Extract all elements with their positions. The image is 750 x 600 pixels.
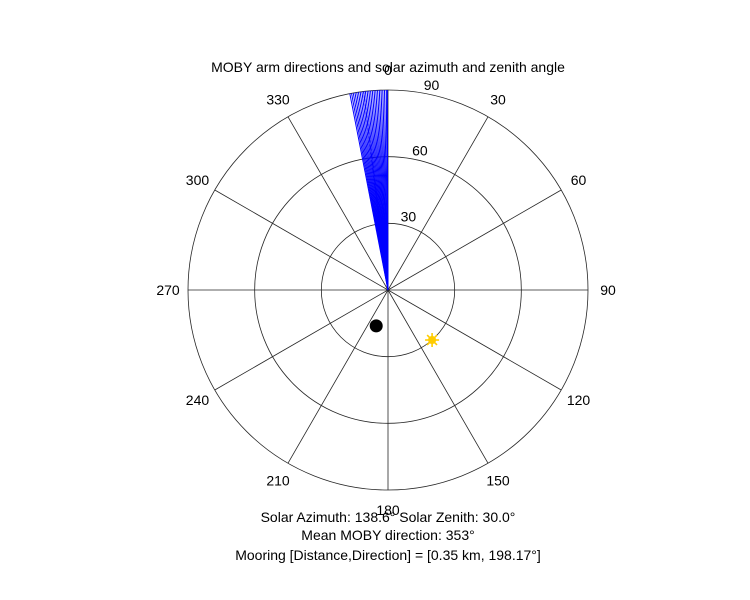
markers: [369, 319, 440, 348]
theta-tick-label-30: 30: [490, 91, 506, 107]
mooring-marker: [369, 319, 383, 333]
theta-tick-label-330: 330: [266, 91, 290, 107]
theta-tick-label-60: 60: [571, 172, 587, 188]
theta-tick-label-240: 240: [186, 392, 210, 408]
theta-grid-line-210: [287, 289, 389, 464]
sun-marker: [425, 333, 440, 348]
moby-arm-ray-23: [386, 89, 389, 291]
theta-tick-label-120: 120: [567, 392, 591, 408]
theta-tick-label-210: 210: [266, 473, 290, 489]
theta-grid-line-150: [387, 289, 489, 464]
theta-tick-label-0: 0: [384, 62, 392, 78]
annotation-solar: Solar Azimuth: 138.6° Solar Zenith: 30.0…: [261, 509, 516, 525]
chart-title: MOBY arm directions and solar azimuth an…: [211, 59, 565, 75]
sun-disc: [428, 336, 437, 345]
theta-tick-labels: 0 30 60 90 120 150 180 210 240 270 300 330: [156, 62, 616, 518]
r-tick-label-90: 90: [424, 77, 440, 93]
moby-arm-rays: [349, 89, 389, 291]
annotation-mooring: Mooring [Distance,Direction] = [0.35 km,…: [235, 547, 541, 563]
r-tick-label-30: 30: [401, 208, 417, 224]
polar-grid: [187, 89, 589, 491]
r-tick-labels: 30 60 90: [401, 77, 440, 224]
theta-grid-line-60: [387, 189, 562, 291]
theta-tick-label-270: 270: [156, 282, 180, 298]
r-tick-label-60: 60: [412, 143, 428, 159]
theta-grid-line-120: [387, 289, 562, 391]
theta-grid-line-300: [214, 189, 389, 291]
theta-grid-line-330: [287, 116, 389, 291]
annotation-moby-direction: Mean MOBY direction: 353°: [301, 527, 474, 543]
theta-tick-label-300: 300: [186, 172, 210, 188]
theta-tick-label-180: 180: [376, 502, 400, 518]
theta-grid-line-240: [214, 289, 389, 391]
theta-grid-line-30: [387, 116, 489, 291]
theta-tick-label-150: 150: [486, 473, 510, 489]
theta-tick-label-90: 90: [600, 282, 616, 298]
